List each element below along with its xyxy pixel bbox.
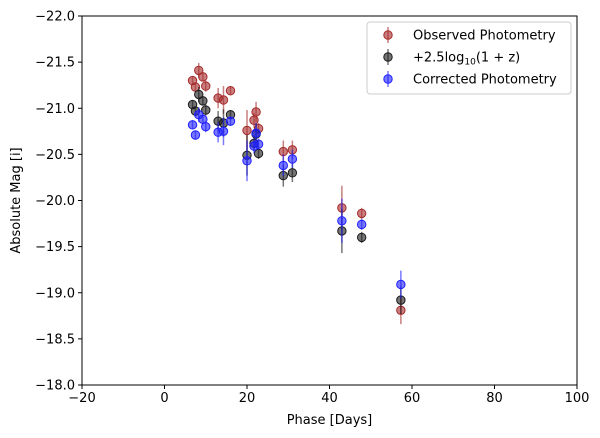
y-tick-label: −18.0 bbox=[35, 379, 75, 394]
y-axis-label: Absolute Mag [i] bbox=[9, 147, 24, 253]
x-tick-label: 80 bbox=[486, 391, 503, 406]
data-point bbox=[251, 128, 261, 138]
data-point bbox=[287, 154, 298, 164]
data-point bbox=[201, 81, 211, 91]
axis-ticks: −20 0 20 40 60 80 100 −22.0 −21.5 −21.0 −20.5 −20.0… bbox=[35, 10, 589, 407]
y-tick-label: −19.5 bbox=[35, 240, 75, 255]
data-marks bbox=[187, 63, 406, 325]
data-point bbox=[356, 232, 367, 243]
y-tick-label: −22.0 bbox=[35, 10, 75, 25]
y-tick-label: −19.0 bbox=[35, 286, 75, 301]
x-tick-label: 60 bbox=[404, 391, 421, 406]
x-tick-label: 100 bbox=[565, 391, 590, 406]
data-point bbox=[278, 160, 288, 171]
data-point bbox=[218, 95, 229, 105]
data-point bbox=[201, 122, 211, 132]
data-point bbox=[253, 148, 264, 159]
data-point bbox=[225, 86, 236, 96]
y-tick-label: −20.0 bbox=[35, 194, 75, 209]
data-point bbox=[194, 89, 204, 100]
x-tick-label: 40 bbox=[321, 391, 338, 406]
x-tick-label: −20 bbox=[68, 391, 95, 406]
legend-label: Observed Photometry bbox=[413, 29, 556, 44]
x-tick-label: 0 bbox=[160, 391, 168, 406]
data-point bbox=[201, 105, 211, 115]
data-point bbox=[198, 96, 208, 106]
plot-frame bbox=[81, 15, 578, 386]
data-point bbox=[242, 125, 252, 136]
legend-label: +2.5log10(1 + z) bbox=[413, 51, 520, 68]
legend-marker bbox=[383, 74, 393, 84]
data-point bbox=[225, 116, 236, 126]
series-0 bbox=[187, 63, 406, 325]
data-point bbox=[194, 65, 204, 76]
x-tick-label: 20 bbox=[239, 391, 256, 406]
data-point bbox=[356, 219, 367, 230]
data-point bbox=[396, 279, 406, 290]
y-tick-label: −21.5 bbox=[35, 56, 75, 71]
data-point bbox=[251, 107, 261, 117]
data-point bbox=[253, 139, 264, 149]
data-point bbox=[198, 72, 208, 82]
data-point bbox=[249, 115, 259, 125]
y-tick-label: −20.5 bbox=[35, 148, 75, 163]
data-point bbox=[287, 168, 298, 178]
data-point bbox=[190, 130, 201, 140]
y-tick-label: −18.5 bbox=[35, 332, 75, 347]
x-axis-label: Phase [Days] bbox=[287, 413, 373, 428]
y-tick-label: −21.0 bbox=[35, 102, 75, 117]
data-point bbox=[337, 216, 347, 226]
data-point bbox=[218, 126, 229, 137]
data-point bbox=[356, 208, 367, 219]
data-point bbox=[187, 120, 198, 130]
legend-marker bbox=[383, 30, 393, 40]
data-point bbox=[242, 156, 252, 166]
legend-marker bbox=[383, 52, 393, 62]
legend: Observed Photometry +2.5log10(1 + z) Corre… bbox=[366, 21, 572, 95]
legend-label: Corrected Photometry bbox=[413, 73, 557, 88]
series-2 bbox=[187, 107, 406, 299]
legend-box bbox=[366, 21, 572, 95]
